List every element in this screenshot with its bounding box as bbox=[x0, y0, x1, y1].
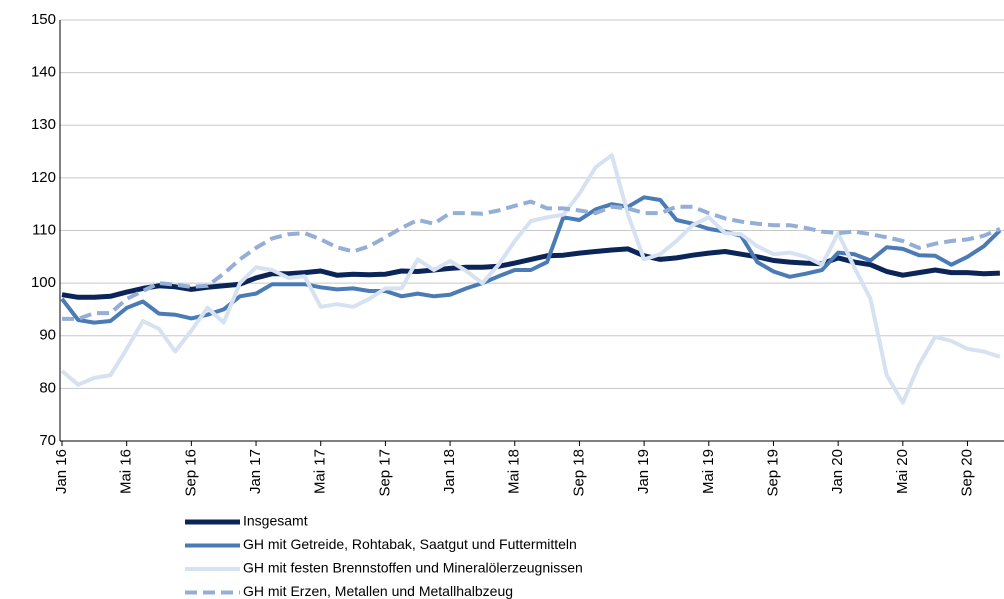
x-tick-label: Mai 18 bbox=[506, 449, 523, 494]
x-tick-label: Mai 16 bbox=[118, 449, 135, 494]
legend-label: GH mit festen Brennstoffen und Mineralöl… bbox=[243, 560, 583, 576]
x-tick-label: Sep 20 bbox=[958, 449, 975, 497]
x-tick-label: Jan 20 bbox=[829, 449, 846, 494]
x-tick-label: Jan 19 bbox=[635, 449, 652, 494]
series-line bbox=[62, 199, 1001, 321]
series-line bbox=[61, 246, 1000, 300]
x-tick-label: Jan 18 bbox=[441, 449, 458, 494]
x-tick-label: Sep 17 bbox=[376, 449, 393, 497]
legend-label: GH mit Getreide, Rohtabak, Saatgut und F… bbox=[243, 536, 577, 552]
y-tick-label: 70 bbox=[39, 432, 56, 449]
y-tick-label: 100 bbox=[31, 274, 56, 291]
x-tick-label: Mai 19 bbox=[700, 449, 717, 494]
series-line bbox=[60, 153, 1001, 405]
legend-label: Insgesamt bbox=[243, 513, 308, 529]
y-tick-label: 90 bbox=[39, 327, 56, 344]
x-tick-label: Sep 19 bbox=[764, 449, 781, 497]
x-tick-label: Mai 17 bbox=[312, 449, 329, 494]
x-tick-label: Mai 20 bbox=[894, 449, 911, 494]
x-tick-label: Jan 16 bbox=[53, 449, 70, 494]
y-tick-label: 130 bbox=[31, 116, 56, 133]
y-tick-label: 120 bbox=[31, 169, 56, 186]
y-tick-label: 80 bbox=[39, 379, 56, 396]
y-tick-label: 150 bbox=[31, 11, 56, 28]
x-tick-label: Jan 17 bbox=[247, 449, 264, 494]
y-tick-label: 110 bbox=[32, 221, 56, 238]
series-line bbox=[60, 195, 1002, 325]
legend-label: GH mit Erzen, Metallen und Metallhalbzeu… bbox=[243, 583, 513, 599]
x-tick-label: Sep 18 bbox=[570, 449, 587, 497]
x-tick-label: Sep 16 bbox=[182, 449, 199, 497]
y-tick-label: 140 bbox=[31, 64, 56, 81]
